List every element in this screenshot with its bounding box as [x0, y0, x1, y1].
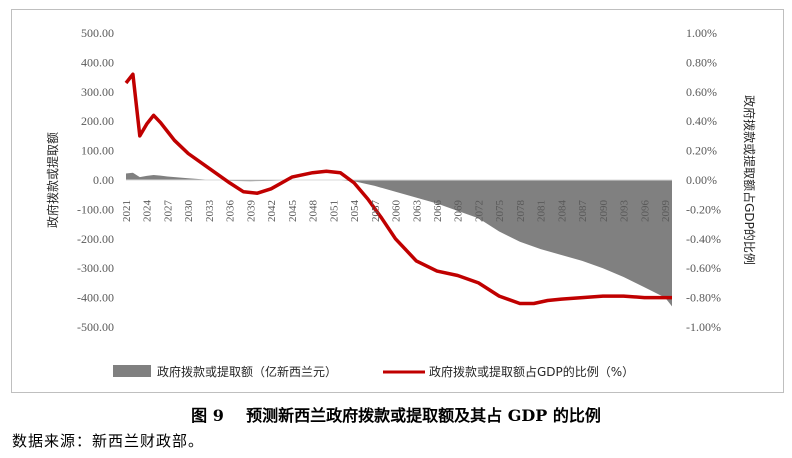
- legend: 政府拨款或提取额（亿新西兰元） 政府拨款或提取额占GDP的比例（%）: [113, 364, 634, 379]
- source-note: 数据来源：新西兰财政部。: [12, 432, 205, 450]
- y-left-tick-label: 100.00: [81, 144, 114, 158]
- x-tick-label: 2090: [598, 200, 610, 223]
- x-tick-label: 2021: [121, 200, 133, 222]
- x-tick-label: 2039: [245, 200, 257, 223]
- chart-svg: 500.00 400.00 300.00 200.00 100.00 0.00 -100.0…: [45, 26, 757, 379]
- x-tick-label: 2099: [660, 200, 672, 223]
- y-right-tick-label: 0.80%: [686, 55, 717, 69]
- x-tick-label: 2054: [349, 200, 361, 223]
- figure-caption: 图 9 预测新西兰政府拨款或提取额及其占 GDP 的比例: [191, 406, 601, 425]
- y-left-tick-label: -100.00: [77, 202, 114, 216]
- y-left-tick-label: 500.00: [81, 26, 114, 40]
- x-tick-label: 2042: [266, 200, 278, 222]
- y-right-tick-label: -0.20%: [686, 202, 721, 216]
- x-tick-label: 2081: [536, 200, 548, 222]
- x-tick-label: 2084: [556, 200, 568, 223]
- x-tick-label: 2087: [577, 200, 589, 223]
- y-left-tick-label: -300.00: [77, 261, 114, 275]
- y-axis-right-title: 政府拨款或提取额占GDP的比例: [742, 95, 757, 265]
- x-tick-label: 2063: [411, 200, 423, 223]
- y-right-tick-label: -0.40%: [686, 232, 721, 246]
- x-tick-label: 2093: [619, 200, 631, 223]
- x-tick-label: 2057: [370, 200, 382, 223]
- y-right-tick-label: 0.60%: [686, 85, 717, 99]
- x-tick-label: 2027: [162, 200, 174, 223]
- x-tick-label: 2030: [183, 200, 195, 223]
- y-left-tick-label: 400.00: [81, 55, 114, 69]
- x-tick-label: 2078: [515, 200, 527, 223]
- legend-label-area: 政府拨款或提取额（亿新西兰元）: [157, 364, 337, 379]
- area-series-appropriation: [126, 172, 672, 307]
- x-tick-label: 2033: [204, 200, 216, 223]
- x-tick-label: 2051: [328, 200, 340, 222]
- y-right-tick-label: 0.00%: [686, 173, 717, 187]
- y-left-tick-label: -200.00: [77, 232, 114, 246]
- x-tick-label: 2069: [453, 200, 465, 223]
- x-tick-label: 2075: [494, 199, 506, 222]
- x-tick-label: 2048: [308, 200, 320, 223]
- x-tick-label: 2060: [391, 200, 403, 223]
- y-right-tick-label: 0.20%: [686, 144, 717, 158]
- y-axis-left-title: 政府拨款或提取额: [45, 132, 60, 228]
- line-series-gdp-ratio: [124, 72, 672, 306]
- x-tick-label: 2066: [432, 200, 444, 223]
- x-tick-label: 2036: [225, 199, 237, 222]
- x-tick-label: 2024: [142, 200, 154, 223]
- y-right-tick-label: -0.80%: [686, 291, 721, 305]
- y-right-tick-label: -1.00%: [686, 320, 721, 334]
- y-left-tick-label: 200.00: [81, 114, 114, 128]
- x-tick-label: 2072: [473, 200, 485, 222]
- x-tick-label: 2096: [639, 200, 651, 223]
- y-left-tick-label: -500.00: [77, 320, 114, 334]
- legend-swatch-area: [113, 365, 151, 377]
- y-right-tick-label: -0.60%: [686, 261, 721, 275]
- y-left-tick-label: -400.00: [77, 291, 114, 305]
- x-tick-label: 2045: [287, 200, 299, 223]
- y-right-tick-label: 0.40%: [686, 114, 717, 128]
- legend-label-line: 政府拨款或提取额占GDP的比例（%）: [429, 364, 634, 379]
- y-right-tick-label: 1.00%: [686, 26, 717, 40]
- y-left-tick-label: 300.00: [81, 85, 114, 99]
- y-left-tick-label: 0.00: [93, 173, 114, 187]
